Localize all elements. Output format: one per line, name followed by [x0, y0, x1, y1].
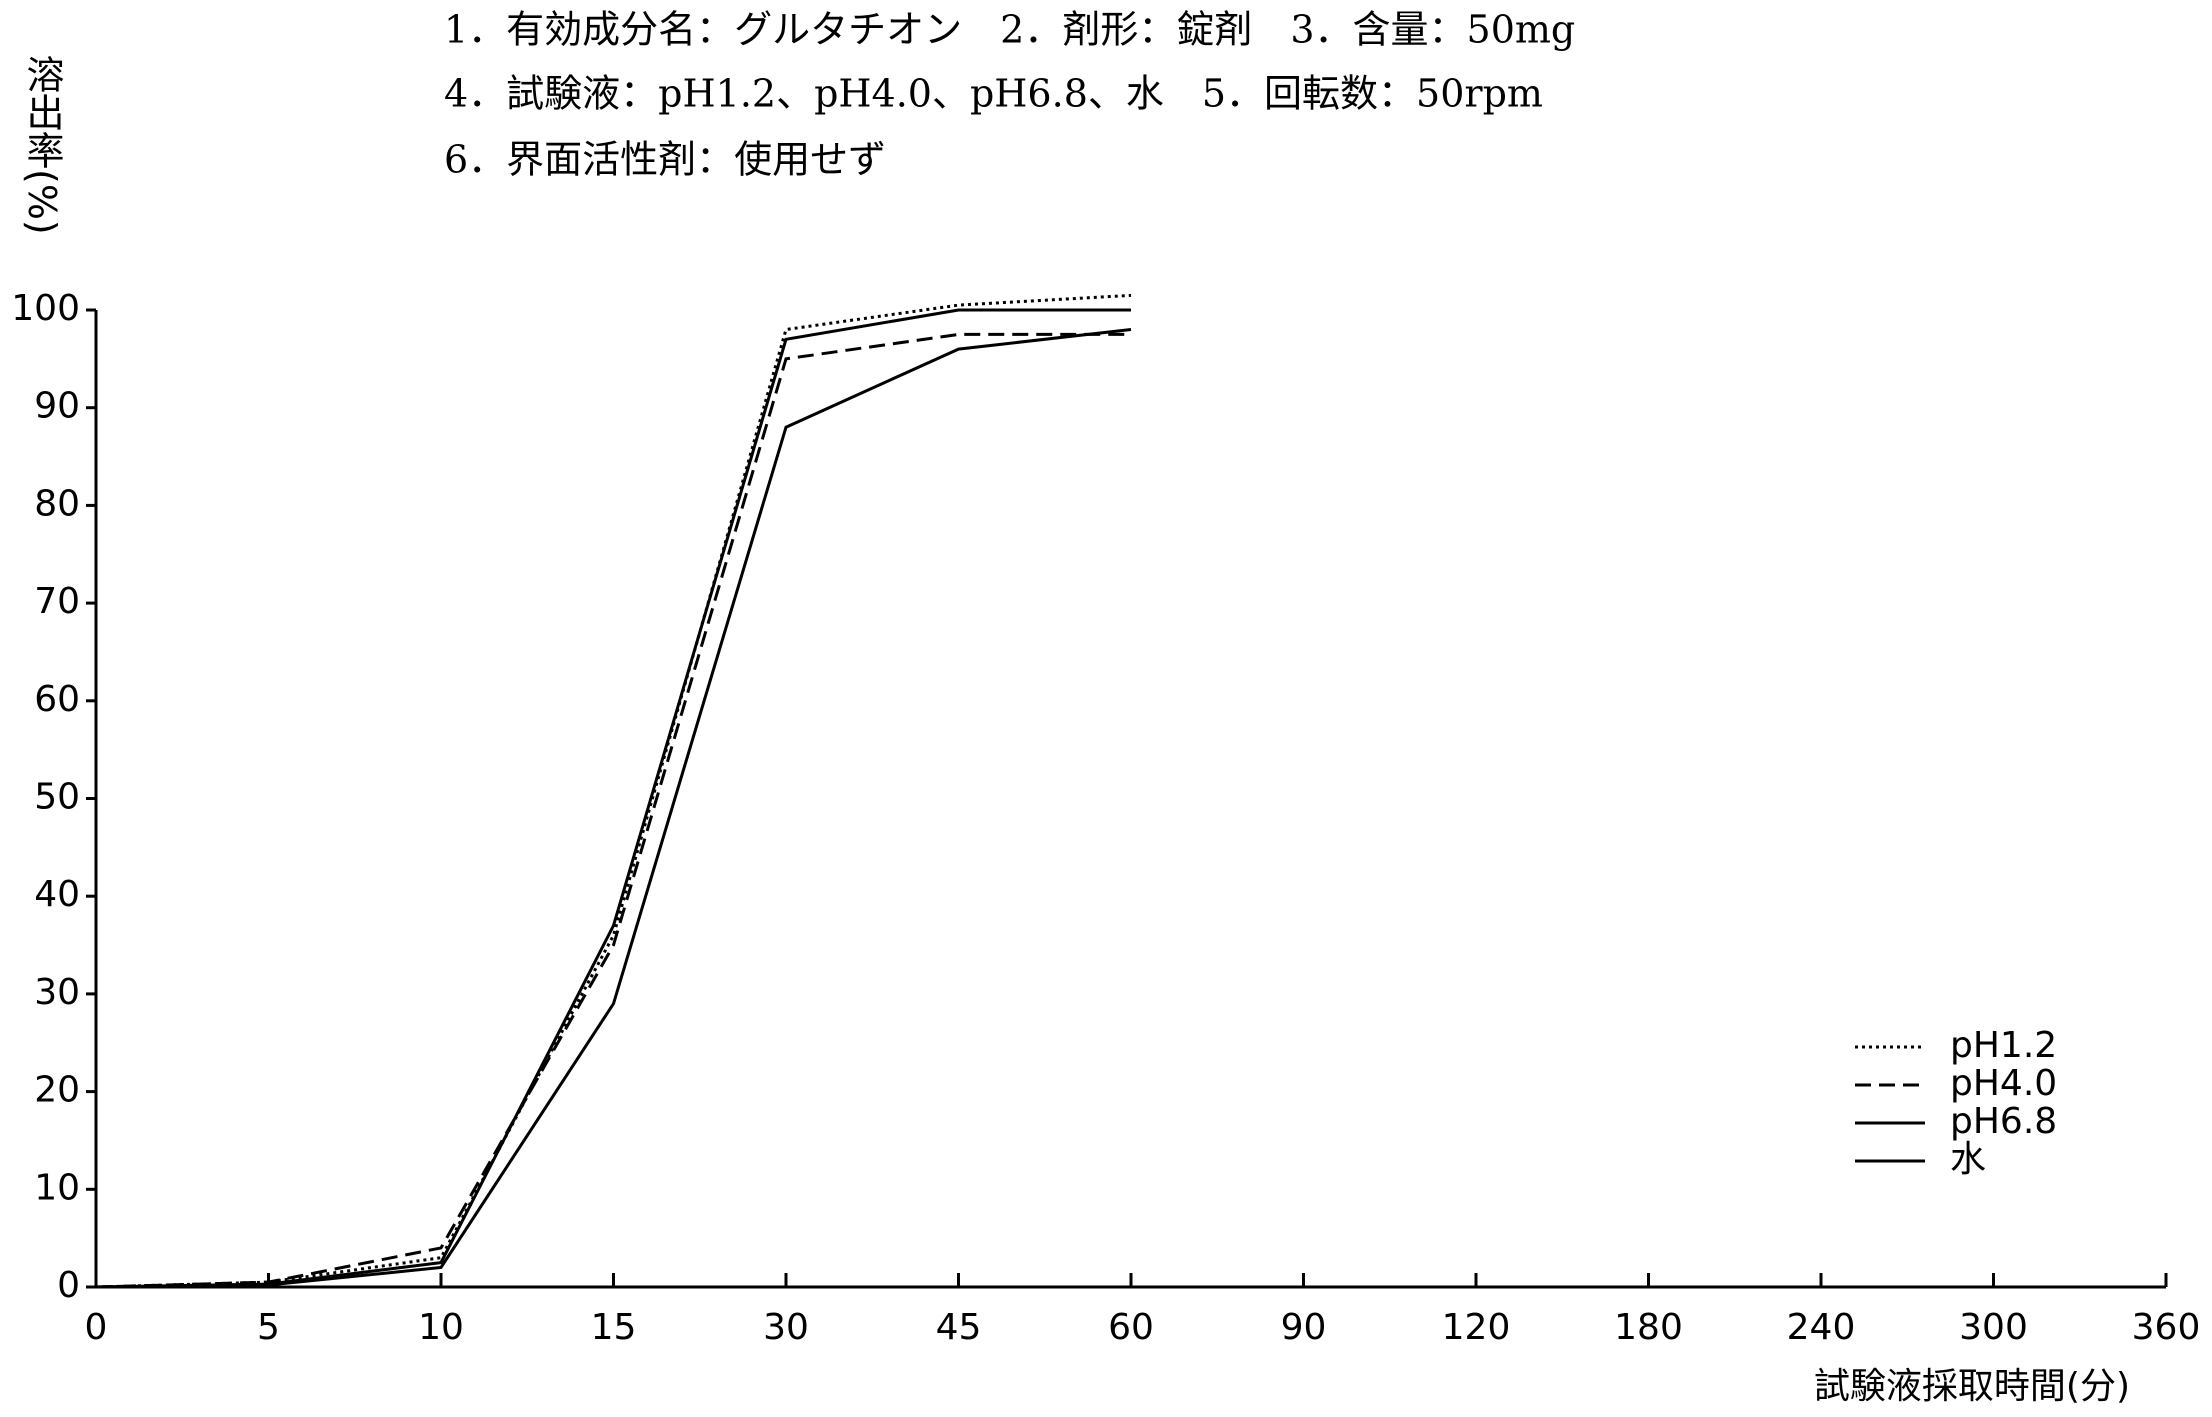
legend-label: 水: [1950, 1139, 1986, 1180]
note: 1．有効成分名：グルタチオン 2．剤形：錠剤 3．含量：50mg: [444, 8, 1575, 52]
x-tick-label: 15: [591, 1307, 637, 1348]
x-tick-label: 120: [1442, 1307, 1511, 1348]
x-tick-label: 45: [936, 1307, 982, 1348]
x-axis-label: 試験液採取時間(分): [1814, 1366, 2130, 1407]
note: 6．界面活性剤：使用せず: [444, 138, 886, 182]
series-line: [95, 332, 1131, 1289]
y-axis-label: 溶出率(%): [20, 55, 64, 235]
x-tick-label: 90: [1281, 1307, 1327, 1348]
y-tick-label: 40: [34, 874, 80, 915]
x-tick-label: 10: [418, 1307, 464, 1348]
x-tick-label: 5: [257, 1307, 280, 1348]
series-line: [95, 293, 1132, 1289]
y-tick-label: 100: [11, 288, 80, 329]
x-tick-label: 0: [85, 1307, 108, 1348]
note: 4．試験液：pH1.2、pH4.0、pH6.8、水 5．回転数：50rpm: [444, 72, 1543, 116]
x-tick-label: 360: [2132, 1307, 2201, 1348]
x-tick-label: 300: [1959, 1307, 2028, 1348]
y-tick-label: 70: [34, 581, 80, 622]
y-tick-label: 60: [34, 679, 80, 720]
legend-label: pH4.0: [1950, 1063, 2057, 1104]
x-tick-label: 240: [1787, 1307, 1856, 1348]
y-tick-label: 50: [34, 777, 80, 818]
x-tick-label: 180: [1614, 1307, 1683, 1348]
y-tick-label: 80: [34, 483, 80, 524]
y-tick-label: 30: [34, 972, 80, 1013]
y-tick-label: 20: [34, 1070, 80, 1111]
x-tick-label: 60: [1108, 1307, 1154, 1348]
x-tick-label: 30: [763, 1307, 809, 1348]
legend-label: pH6.8: [1950, 1101, 2057, 1142]
y-tick-label: 0: [57, 1265, 80, 1306]
y-tick-label: 10: [34, 1167, 80, 1208]
legend-label: pH1.2: [1950, 1025, 2057, 1066]
y-tick-label: 90: [34, 386, 80, 427]
series-line: [95, 328, 1132, 1289]
series-line: [95, 308, 1131, 1289]
